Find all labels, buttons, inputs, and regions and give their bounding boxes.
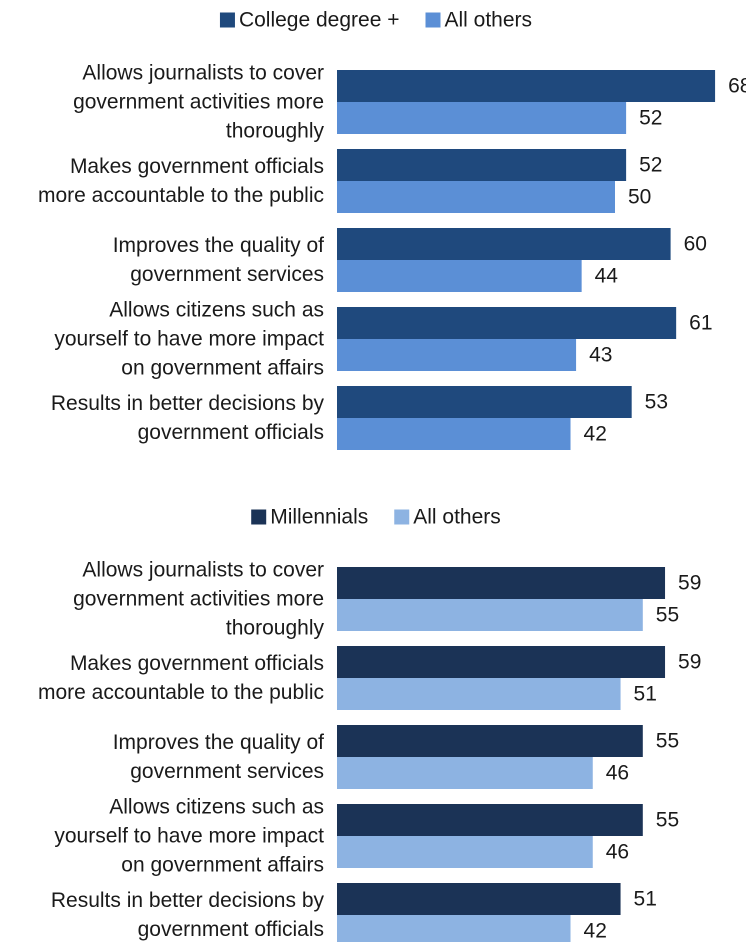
bar-value-label: 51 (634, 888, 657, 911)
bar-value-label: 51 (634, 683, 657, 706)
bar-primary (337, 228, 671, 260)
category-label-line: Allows citizens such as (109, 299, 324, 322)
bar-group: Allows journalists to cover government ac… (73, 62, 746, 143)
legend-label-2: All others (445, 9, 533, 32)
category-label-line: Improves the quality of (113, 731, 324, 754)
bar-group: Allows citizens such as yourself to have … (54, 299, 712, 380)
legend-label-2: All others (413, 506, 501, 529)
bar-primary (337, 646, 666, 678)
category-label-line: yourself to have more impact (54, 328, 324, 351)
bar-secondary (337, 678, 621, 710)
category-label: Results in better decisions by government… (51, 392, 325, 444)
category-label-line: thoroughly (226, 120, 325, 143)
bar-group: Results in better decisions by government… (51, 386, 668, 450)
legend-swatch-1 (251, 509, 267, 525)
bar-secondary (337, 836, 593, 868)
category-label-line: Makes government officials (70, 155, 324, 178)
bar-group: Allows journalists to cover government ac… (73, 559, 701, 640)
bar-group: Improves the quality of government servic… (113, 228, 707, 292)
category-label-line: government activities more (73, 91, 324, 114)
bar-value-label: 43 (589, 344, 612, 367)
bar-secondary (337, 418, 571, 450)
bar-group: Improves the quality of government servic… (113, 725, 679, 789)
bar-secondary (337, 260, 582, 292)
bar-group: Results in better decisions by government… (51, 883, 657, 947)
category-label-line: government services (130, 760, 324, 783)
bar-value-label: 42 (584, 920, 607, 943)
category-label: Makes government officials more accountab… (38, 652, 324, 704)
category-label-line: Makes government officials (70, 652, 324, 675)
category-label-line: government activities more (73, 588, 324, 611)
bar-group: Makes government officials more accountab… (38, 149, 662, 213)
bar-value-label: 46 (606, 841, 629, 864)
legend-label-1: Millennials (270, 506, 368, 529)
legend-swatch-2 (394, 509, 410, 525)
bar-primary (337, 386, 632, 418)
bar-value-label: 55 (656, 809, 679, 832)
category-label-line: Improves the quality of (113, 234, 324, 257)
bar-value-label: 44 (595, 265, 619, 288)
category-label-line: on government affairs (121, 357, 324, 380)
bar-secondary (337, 915, 571, 947)
bar-primary (337, 804, 643, 836)
category-label: Allows citizens such as yourself to have … (54, 299, 324, 380)
category-label: Allows journalists to cover government ac… (73, 62, 324, 143)
category-label-line: government services (130, 263, 324, 286)
bar-primary (337, 149, 627, 181)
legend-swatch-2 (425, 12, 441, 28)
category-label-line: Allows journalists to cover (82, 559, 324, 582)
bar-secondary (337, 599, 643, 631)
bar-secondary (337, 102, 627, 134)
category-label-line: government officials (138, 918, 324, 941)
bar-secondary (337, 339, 577, 371)
category-label-line: Results in better decisions by (51, 392, 325, 415)
bar-value-label: 55 (656, 730, 679, 753)
category-label-line: thoroughly (226, 617, 325, 640)
chart-panel-1: College degree + All others Allows journal… (38, 9, 746, 450)
bar-value-label: 59 (678, 572, 701, 595)
category-label: Makes government officials more accountab… (38, 155, 324, 207)
bar-value-label: 60 (684, 233, 707, 256)
bar-value-label: 61 (689, 312, 712, 335)
bar-primary (337, 567, 666, 599)
bar-value-label: 52 (639, 107, 662, 130)
bar-secondary (337, 757, 593, 789)
category-label: Allows journalists to cover government ac… (73, 559, 324, 640)
category-label-line: more accountable to the public (38, 681, 324, 704)
category-label-line: Allows journalists to cover (82, 62, 324, 85)
category-label-line: Allows citizens such as (109, 796, 324, 819)
bar-value-label: 46 (606, 762, 629, 785)
bar-primary (337, 307, 677, 339)
bar-group: Allows citizens such as yourself to have … (54, 796, 679, 877)
bar-value-label: 53 (645, 391, 668, 414)
bar-value-label: 55 (656, 604, 679, 627)
category-label-line: yourself to have more impact (54, 825, 324, 848)
bar-value-label: 52 (639, 154, 662, 177)
category-label: Improves the quality of government servic… (113, 731, 324, 783)
category-label-line: more accountable to the public (38, 184, 324, 207)
category-label-line: on government affairs (121, 854, 324, 877)
bar-secondary (337, 181, 615, 213)
legend: College degree + All others (219, 9, 533, 32)
category-label: Allows citizens such as yourself to have … (54, 796, 324, 877)
category-label-line: Results in better decisions by (51, 889, 325, 912)
bar-value-label: 42 (584, 423, 607, 446)
bar-value-label: 59 (678, 651, 701, 674)
category-label-line: government officials (138, 421, 324, 444)
bar-primary (337, 725, 643, 757)
category-label: Improves the quality of government servic… (113, 234, 324, 286)
bar-primary (337, 70, 716, 102)
legend-label-1: College degree + (239, 9, 400, 32)
legend-swatch-1 (219, 12, 235, 28)
chart-panel-2: Millennials All others Allows journalists … (38, 506, 701, 947)
bar-primary (337, 883, 621, 915)
bar-value-label: 50 (628, 186, 651, 209)
bar-group: Makes government officials more accountab… (38, 646, 701, 710)
bar-value-label: 68 (728, 75, 746, 98)
category-label: Results in better decisions by government… (51, 889, 325, 941)
legend: Millennials All others (251, 506, 501, 529)
